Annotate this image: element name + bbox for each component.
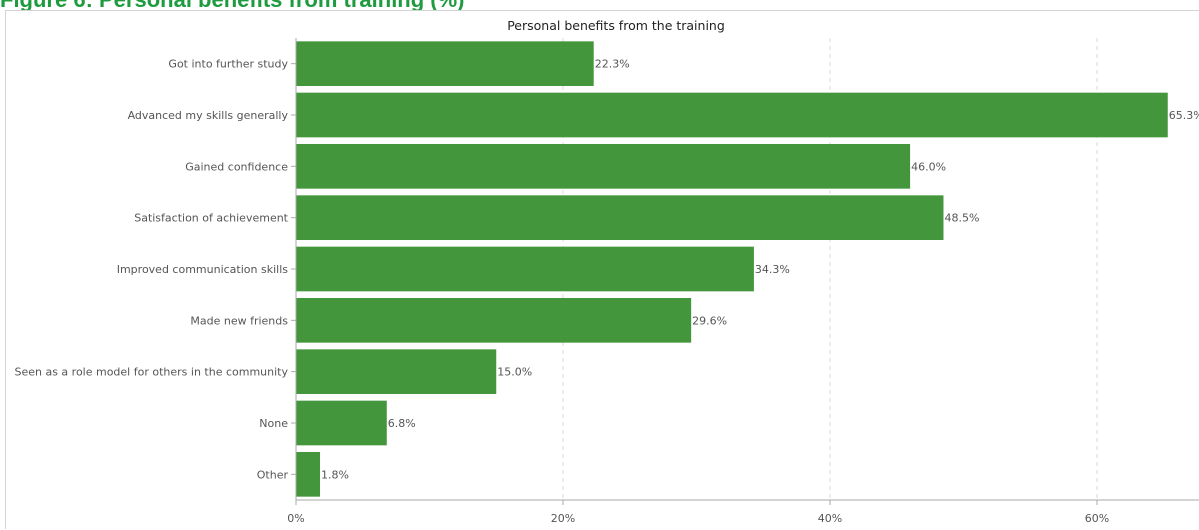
category-label: Improved communication skills bbox=[117, 263, 289, 276]
value-label: 29.6% bbox=[692, 314, 727, 327]
category-label: None bbox=[259, 417, 288, 430]
x-tick-label: 0% bbox=[287, 512, 304, 525]
category-label: Got into further study bbox=[168, 58, 288, 71]
bar bbox=[296, 400, 387, 446]
category-label: Seen as a role model for others in the c… bbox=[14, 366, 288, 379]
bar bbox=[296, 246, 754, 292]
value-label: 46.0% bbox=[911, 160, 946, 173]
value-label: 6.8% bbox=[388, 417, 416, 430]
bar bbox=[296, 41, 594, 86]
x-tick-label: 20% bbox=[551, 512, 575, 525]
gridlines bbox=[562, 38, 1098, 500]
category-label: Made new friends bbox=[190, 314, 288, 327]
bar-chart: Personal benefits from the training 22.3… bbox=[14, 18, 1199, 525]
value-label: 1.8% bbox=[321, 468, 349, 481]
figure-caption: Figure 6: Personal benefits from trainin… bbox=[0, 0, 465, 12]
chart-title: Personal benefits from the training bbox=[507, 18, 725, 33]
category-label: Advanced my skills generally bbox=[128, 109, 289, 122]
category-label: Other bbox=[257, 468, 289, 481]
bar bbox=[296, 144, 911, 189]
x-tick-label: 40% bbox=[818, 512, 842, 525]
bar bbox=[296, 298, 692, 343]
bar bbox=[296, 349, 497, 394]
value-label: 65.3% bbox=[1169, 109, 1199, 122]
axes: 0% 20% 40% 60% Got into further study Advance… bbox=[14, 38, 1199, 525]
bar bbox=[296, 452, 321, 497]
value-label: 34.3% bbox=[755, 263, 790, 276]
category-label: Gained confidence bbox=[185, 160, 288, 173]
category-label: Satisfaction of achievement bbox=[134, 212, 288, 225]
bar bbox=[296, 195, 944, 240]
bar bbox=[296, 92, 1168, 138]
value-label: 15.0% bbox=[497, 366, 532, 379]
x-tick-label: 60% bbox=[1085, 512, 1109, 525]
bars: 22.3% 65.3% 46.0% 48.5% 34.3% 29.6% 15.0% 6.8% 1… bbox=[296, 41, 1199, 497]
value-label: 22.3% bbox=[595, 58, 630, 71]
value-label: 48.5% bbox=[944, 212, 979, 225]
chart-frame: Personal benefits from the training 22.3… bbox=[5, 10, 1199, 529]
